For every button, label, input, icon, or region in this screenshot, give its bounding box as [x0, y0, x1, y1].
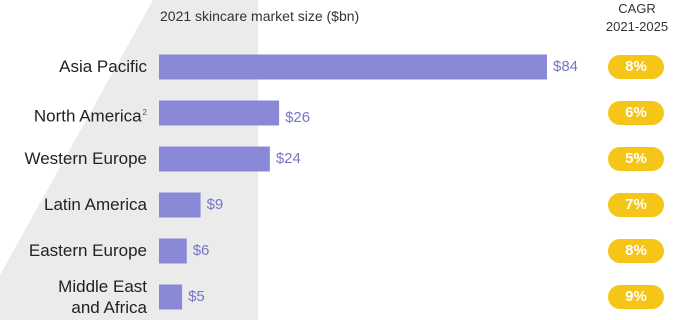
value-label: $84	[553, 58, 579, 75]
category-label: Western Europe	[0, 148, 147, 169]
category-label-line: North America2	[33, 106, 147, 126]
bar	[159, 54, 547, 80]
bar-group	[159, 54, 547, 310]
category-label-line: Latin America	[44, 195, 147, 214]
cagr-badge: 5%	[608, 147, 664, 171]
bar	[159, 100, 280, 126]
category-label: Eastern Europe	[0, 240, 147, 261]
category-label: North America2	[0, 102, 147, 127]
category-label-line: Middle East	[58, 277, 147, 296]
axis-title: 2021 skincare market size ($bn)	[160, 8, 360, 24]
cagr-badge: 8%	[608, 55, 664, 79]
value-label: $26	[285, 109, 311, 126]
cagr-title-line1: CAGR	[618, 1, 656, 16]
category-label: Asia Pacific	[0, 56, 147, 77]
value-label: $24	[275, 150, 301, 167]
value-label: $5	[188, 288, 205, 305]
cagr-title-line2: 2021-2025	[605, 19, 669, 34]
background-band	[0, 0, 258, 320]
category-label: Latin America	[0, 194, 147, 215]
cagr-badge: 6%	[608, 101, 664, 125]
cagr-column-title: CAGR 2021-2025	[592, 0, 682, 36]
bar	[159, 238, 187, 264]
value-label: $6	[192, 242, 210, 259]
bar	[159, 192, 201, 218]
category-label-line: Eastern Europe	[28, 241, 147, 260]
cagr-badge: 8%	[608, 239, 664, 263]
cagr-badge: 7%	[608, 193, 664, 217]
cagr-badge: 9%	[608, 285, 664, 309]
category-label-line: Asia Pacific	[59, 57, 147, 76]
value-label: $9	[206, 196, 224, 213]
bar	[159, 146, 270, 172]
category-label-line: and Africa	[71, 298, 147, 317]
bar	[159, 284, 183, 310]
category-label-line: Western Europe	[24, 149, 147, 168]
category-label: Middle East and Africa	[0, 276, 147, 318]
footnote-marker: 2	[142, 108, 147, 117]
